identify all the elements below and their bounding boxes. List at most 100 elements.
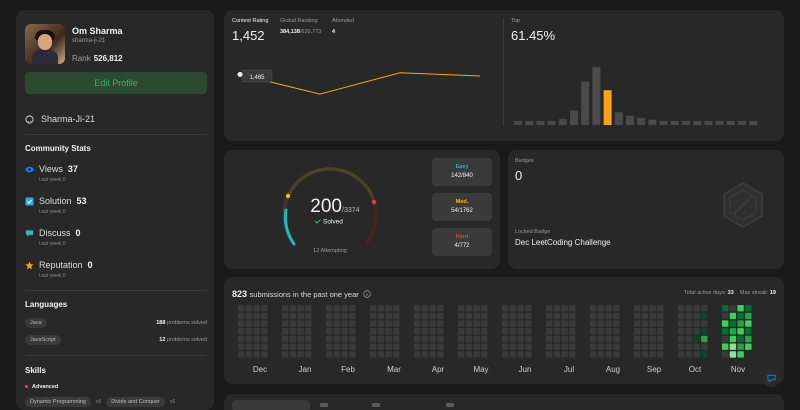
heatmap-cell[interactable]	[561, 312, 568, 320]
heatmap-cell[interactable]	[553, 335, 561, 343]
heatmap-cell[interactable]	[701, 320, 708, 327]
heatmap-cell[interactable]	[238, 305, 245, 312]
distribution-bar[interactable]	[749, 121, 758, 125]
heatmap-cell[interactable]	[722, 320, 729, 327]
heatmap-cell[interactable]	[414, 328, 421, 335]
heatmap-cell[interactable]	[297, 351, 304, 358]
distribution-bar[interactable]	[570, 110, 578, 126]
heatmap-cell[interactable]	[590, 312, 597, 320]
heatmap-cell[interactable]	[377, 351, 385, 358]
heatmap-cell[interactable]	[458, 351, 465, 358]
heatmap-cell[interactable]	[458, 328, 465, 335]
heatmap-cell[interactable]	[326, 305, 333, 312]
heatmap-cell[interactable]	[553, 351, 561, 358]
heatmap-cell[interactable]	[238, 335, 245, 343]
heatmap-cell[interactable]	[590, 335, 597, 343]
heatmap-cell[interactable]	[517, 328, 524, 335]
heatmap-cell[interactable]	[282, 335, 289, 343]
heatmap-cell[interactable]	[502, 320, 509, 327]
heatmap-cell[interactable]	[729, 351, 737, 358]
heatmap-cell[interactable]	[605, 351, 612, 358]
distribution-bar[interactable]	[581, 81, 590, 126]
heatmap-cell[interactable]	[613, 305, 620, 312]
heatmap-cell[interactable]	[370, 305, 377, 312]
heatmap-cell[interactable]	[385, 312, 392, 320]
heatmap-cell[interactable]	[517, 351, 524, 358]
heatmap-cell[interactable]	[245, 328, 253, 335]
heatmap-cell[interactable]	[393, 335, 400, 343]
distribution-bar[interactable]	[648, 119, 657, 125]
heatmap-cell[interactable]	[437, 305, 444, 312]
heatmap-cell[interactable]	[613, 351, 620, 358]
heatmap-cell[interactable]	[641, 351, 649, 358]
heatmap-cell[interactable]	[649, 335, 656, 343]
heatmap-cell[interactable]	[613, 320, 620, 327]
heatmap-cell[interactable]	[729, 328, 737, 335]
heatmap-cell[interactable]	[569, 335, 576, 343]
heatmap-cell[interactable]	[722, 328, 729, 335]
heatmap-cell[interactable]	[657, 312, 664, 320]
heatmap-cell[interactable]	[525, 328, 532, 335]
heatmap-cell[interactable]	[297, 328, 304, 335]
heatmap-cell[interactable]	[349, 305, 356, 312]
heatmap-cell[interactable]	[605, 305, 612, 312]
heatmap-cell[interactable]	[341, 320, 348, 327]
heatmap-cell[interactable]	[561, 343, 568, 350]
heatmap-cell[interactable]	[238, 320, 245, 327]
heatmap-cell[interactable]	[289, 351, 297, 358]
heatmap-cell[interactable]	[590, 328, 597, 335]
heatmap-cell[interactable]	[473, 335, 480, 343]
heatmap-cell[interactable]	[649, 320, 656, 327]
heatmap-cell[interactable]	[553, 343, 561, 350]
heatmap-cell[interactable]	[597, 320, 605, 327]
heatmap-cell[interactable]	[605, 335, 612, 343]
heatmap-cell[interactable]	[701, 305, 708, 312]
heatmap-cell[interactable]	[421, 312, 429, 320]
heatmap-cell[interactable]	[745, 305, 752, 312]
heatmap-cell[interactable]	[370, 320, 377, 327]
heatmap-cell[interactable]	[693, 320, 700, 327]
heatmap-cell[interactable]	[546, 335, 553, 343]
tab-list-icon[interactable]	[320, 403, 328, 407]
chat-button[interactable]	[762, 369, 780, 387]
heatmap-cell[interactable]	[253, 351, 260, 358]
heatmap-cell[interactable]	[685, 343, 693, 350]
heatmap-cell[interactable]	[737, 343, 744, 350]
heatmap-cell[interactable]	[553, 320, 561, 327]
heatmap-cell[interactable]	[509, 351, 517, 358]
heatmap-cell[interactable]	[569, 312, 576, 320]
heatmap-cell[interactable]	[414, 320, 421, 327]
heatmap-cell[interactable]	[393, 320, 400, 327]
heatmap-cell[interactable]	[341, 305, 348, 312]
heatmap-cell[interactable]	[678, 305, 685, 312]
heatmap-cell[interactable]	[333, 328, 341, 335]
heatmap-cell[interactable]	[481, 312, 488, 320]
heatmap-cell[interactable]	[458, 320, 465, 327]
avatar[interactable]	[25, 24, 65, 64]
heatmap-cell[interactable]	[421, 320, 429, 327]
heatmap-cell[interactable]	[502, 305, 509, 312]
heatmap-cell[interactable]	[245, 343, 253, 350]
heatmap-cell[interactable]	[326, 320, 333, 327]
heatmap-cell[interactable]	[385, 328, 392, 335]
heatmap-cell[interactable]	[238, 351, 245, 358]
heatmap-cell[interactable]	[693, 351, 700, 358]
heatmap-cell[interactable]	[393, 328, 400, 335]
heatmap-cell[interactable]	[657, 320, 664, 327]
heatmap-cell[interactable]	[561, 351, 568, 358]
heatmap-cell[interactable]	[393, 343, 400, 350]
heatmap-cell[interactable]	[437, 335, 444, 343]
heatmap-cell[interactable]	[678, 328, 685, 335]
heatmap-cell[interactable]	[597, 305, 605, 312]
distribution-bar[interactable]	[626, 115, 634, 125]
heatmap-cell[interactable]	[613, 343, 620, 350]
edit-profile-button[interactable]: Edit Profile	[25, 72, 207, 94]
heatmap-cell[interactable]	[561, 328, 568, 335]
heatmap-cell[interactable]	[261, 328, 268, 335]
heatmap-cell[interactable]	[546, 328, 553, 335]
heatmap-cell[interactable]	[326, 335, 333, 343]
distribution-bar[interactable]	[682, 121, 690, 125]
distribution-bar[interactable]	[592, 67, 601, 125]
heatmap-cell[interactable]	[509, 343, 517, 350]
heatmap-cell[interactable]	[465, 351, 473, 358]
